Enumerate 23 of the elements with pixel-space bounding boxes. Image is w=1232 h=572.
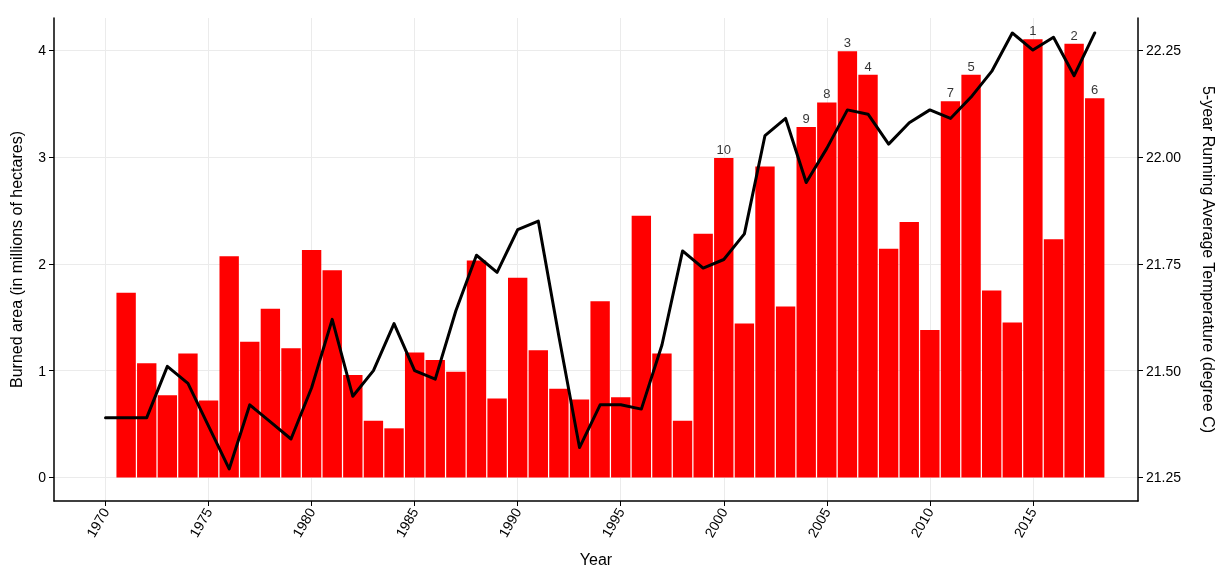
y-tick-label: 0 [38, 469, 47, 486]
y2-tick-label: 21.25 [1146, 469, 1182, 486]
annotation: 8 [823, 86, 831, 102]
y-tick-label: 3 [38, 148, 47, 165]
annotation: 7 [946, 85, 955, 101]
annotation: 4 [864, 58, 872, 74]
y2-axis-title: 5-year Running Average Temperature (degree C) [1199, 85, 1217, 434]
y2-tick-label: 22.00 [1146, 148, 1182, 165]
annotation: 5 [967, 58, 975, 74]
y2-tick-label: 21.50 [1146, 362, 1182, 379]
y-tick-label: 4 [38, 42, 47, 59]
annotation: 2 [1070, 27, 1078, 43]
annotation: 3 [843, 35, 852, 51]
annotation: 6 [1091, 82, 1099, 98]
y-axis-title: Burned area (in millions of hectares) [7, 130, 25, 389]
x-axis-title: Year [579, 550, 613, 568]
y-tick-label: 2 [38, 255, 47, 272]
annotation: 10 [716, 141, 732, 157]
y2-tick-label: 22.25 [1146, 42, 1182, 59]
y2-tick-label: 21.75 [1146, 255, 1182, 272]
annotation: 1 [1029, 23, 1037, 39]
y-tick-label: 1 [38, 362, 47, 379]
annotation: 9 [802, 111, 810, 126]
